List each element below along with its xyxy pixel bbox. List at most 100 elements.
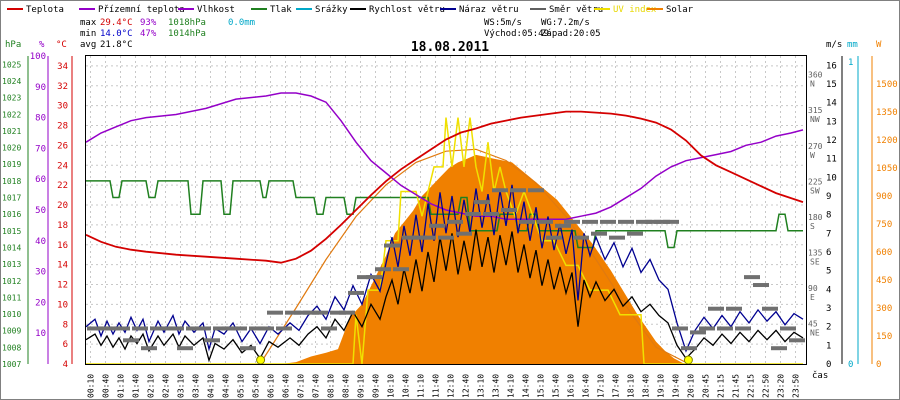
wind-tick: 1 — [826, 341, 831, 351]
temp-tick: 34 — [57, 62, 68, 72]
wind-direction-mark — [780, 326, 796, 331]
series-layer — [85, 92, 805, 365]
humidity-tick: 70 — [35, 144, 46, 154]
wind-ws: WS:5m/s — [484, 18, 522, 28]
direction-tick-label: SW — [810, 186, 820, 195]
direction-tick-deg: 315 — [808, 106, 823, 115]
stat-max-rain: 0.0mm — [228, 18, 255, 28]
x-tick-label: 15:10 — [537, 374, 546, 398]
x-tick-label: 17:40 — [612, 374, 621, 398]
unit-humidity: % — [39, 40, 45, 50]
x-tick-label: 03:40 — [192, 374, 201, 398]
axes: 4681012141618202224262830323410071008100… — [2, 52, 898, 398]
wind-direction-mark — [618, 219, 634, 224]
x-tick-label: 19:10 — [657, 374, 666, 398]
wind-direction-mark — [573, 235, 589, 240]
wind-direction-mark — [546, 235, 562, 240]
wind-direction-mark — [645, 219, 661, 224]
stat-avg-label: avg — [80, 40, 96, 50]
unit-wind: m/s — [826, 40, 842, 50]
wind-direction-mark — [771, 346, 787, 351]
pressure-tick: 1024 — [2, 77, 21, 86]
stats-block: max 29.4°C 93% 1018hPa 0.0mm min 14.0°C … — [80, 18, 255, 50]
wind-direction-mark — [312, 310, 328, 315]
temp-tick: 28 — [57, 122, 68, 132]
legend-label: Náraz větru — [459, 5, 519, 15]
wind-direction-mark — [357, 275, 373, 280]
pressure-tick: 1021 — [2, 127, 21, 136]
wind-direction-mark — [384, 243, 400, 248]
pressure-tick: 1010 — [2, 310, 21, 319]
x-tick-label: 22:15 — [747, 374, 756, 398]
x-tick-label: 19:40 — [672, 374, 681, 398]
wind-direction-mark — [555, 223, 571, 228]
temp-tick: 6 — [63, 340, 68, 350]
x-tick-label: 14:40 — [522, 374, 531, 398]
wind-direction-mark — [609, 235, 625, 240]
wind-direction-mark — [582, 219, 598, 224]
x-tick-label: 18:10 — [627, 374, 636, 398]
direction-tick-deg: 225 — [808, 177, 823, 186]
temp-tick: 30 — [57, 102, 68, 112]
x-tick-label: 01:10 — [117, 374, 126, 398]
humidity-tick: 10 — [35, 329, 46, 339]
wind-direction-mark — [186, 326, 202, 331]
unit-temp: °C — [56, 40, 67, 50]
wind-tick: 11 — [826, 155, 837, 165]
wind-direction-mark — [258, 326, 274, 331]
stat-max-hum: 93% — [140, 18, 157, 28]
chart-title: 18.08.2011 — [411, 40, 489, 55]
direction-tick-label: NW — [810, 115, 820, 124]
wind-direction-mark — [600, 219, 616, 224]
wind-direction-mark — [492, 188, 508, 193]
x-tick-label: 10:40 — [402, 374, 411, 398]
wind-direction-mark — [411, 235, 427, 240]
wind-direction-mark — [690, 330, 706, 335]
temp-tick: 24 — [57, 161, 68, 171]
x-tick-label: 04:10 — [207, 374, 216, 398]
rain-tick: 0 — [848, 360, 853, 370]
wind-direction-mark — [339, 310, 355, 315]
x-tick-label: 02:40 — [162, 374, 171, 398]
wind-direction-mark — [429, 223, 445, 228]
humidity-line — [85, 92, 804, 220]
humidity-tick: 90 — [35, 83, 46, 93]
x-tick-label: 04:40 — [222, 374, 231, 398]
pressure-line — [86, 180, 803, 249]
wind-direction-mark — [699, 326, 715, 331]
wind-direction-mark — [735, 326, 751, 331]
wind-direction-mark — [537, 219, 553, 224]
wind-tick: 7 — [826, 229, 831, 239]
wind-direction-mark — [528, 188, 544, 193]
wind-direction-mark — [465, 211, 481, 216]
rain-tick: 1 — [848, 58, 853, 68]
wind-tick: 14 — [826, 99, 837, 109]
wind-tick: 9 — [826, 192, 831, 202]
x-tick-label: 05:10 — [237, 374, 246, 398]
wind-direction-mark — [456, 231, 472, 236]
sunrise-marker — [256, 355, 266, 365]
wind-tick: 4 — [826, 285, 831, 295]
x-tick-label: 13:40 — [492, 374, 501, 398]
wind-direction-mark — [636, 219, 652, 224]
humidity-tick: 100 — [30, 52, 46, 62]
solar-tick: 1200 — [876, 136, 898, 146]
direction-tick-deg: 180 — [808, 213, 823, 222]
wind-direction-mark — [519, 219, 535, 224]
wind-direction-mark — [402, 235, 418, 240]
legend-label: Srážky — [315, 5, 348, 15]
direction-tick-deg: 90 — [808, 284, 818, 293]
wind-wg: WG:7.2m/s — [541, 18, 590, 28]
wind-direction-mark — [348, 290, 364, 295]
solar-tick: 0 — [876, 360, 881, 370]
x-tick-label: 09:40 — [372, 374, 381, 398]
wind-direction-mark — [177, 346, 193, 351]
wind-direction-mark — [276, 326, 292, 331]
direction-tick-label: E — [810, 293, 815, 302]
wind-direction-mark — [96, 326, 112, 331]
wind-tick: 5 — [826, 267, 831, 277]
legend-label: Směr větru — [549, 5, 603, 15]
x-tick-label: 12:40 — [462, 374, 471, 398]
sunset: Západ:20:05 — [541, 29, 601, 39]
wind-tick: 15 — [826, 80, 837, 90]
